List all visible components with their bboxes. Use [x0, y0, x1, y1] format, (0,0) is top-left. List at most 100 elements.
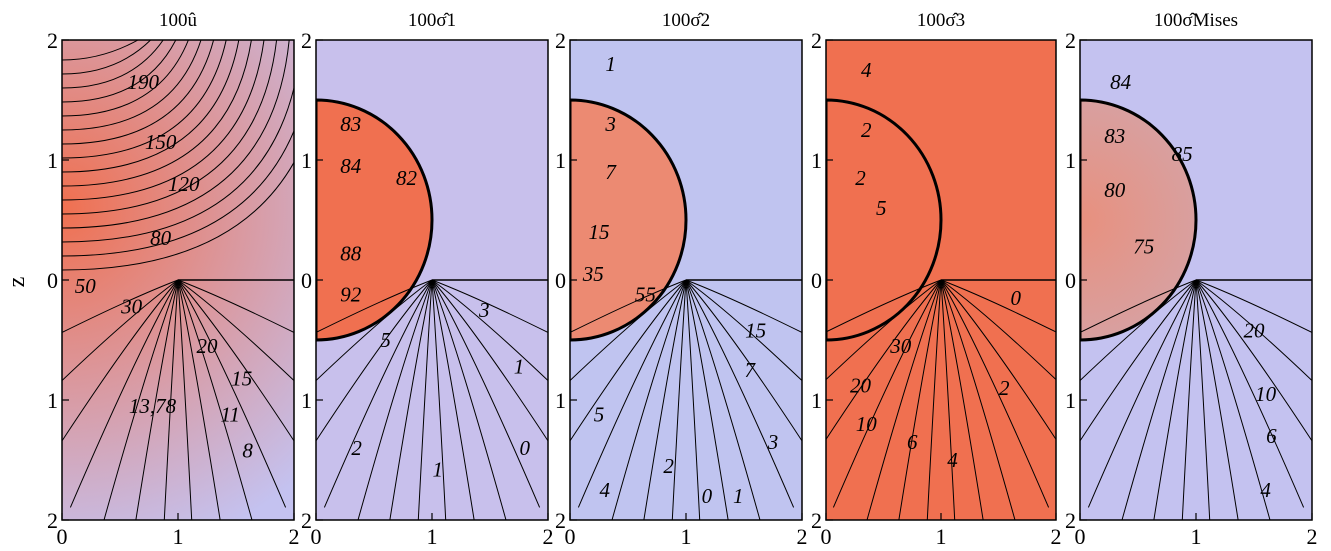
contour-label: 3 [478, 298, 490, 322]
contour-line [62, 40, 240, 173]
contour-line [940, 279, 956, 520]
x-tick-label: 2 [289, 524, 300, 549]
y-tick-label: 1 [555, 148, 566, 173]
contour-line [1195, 279, 1312, 382]
panel-title: 100σ̂2 [662, 10, 710, 31]
panel-title: 100σ̂1 [408, 10, 456, 31]
contour-line [1080, 279, 1197, 382]
contour-line [898, 279, 942, 520]
contour-line [570, 279, 687, 442]
contour-line [1195, 279, 1312, 334]
panel-title: 100û [159, 10, 198, 31]
contour-line [316, 279, 433, 442]
contour-line [940, 279, 1056, 381]
contour-line [1195, 279, 1271, 520]
x-tick-label: 0 [1075, 524, 1086, 549]
contour-line [940, 279, 984, 520]
contour-line [685, 279, 802, 382]
contour-line [431, 279, 548, 334]
contour-label: 30 [889, 334, 912, 358]
contour-label: 30 [120, 294, 143, 318]
particle-boundary [1080, 98, 1198, 342]
contour-label: 35 [582, 262, 604, 286]
y-tick-label: 2 [47, 28, 58, 53]
contour-line [826, 279, 942, 333]
contour-line [940, 279, 1056, 333]
y-tick-label: 0 [301, 268, 312, 293]
contour-label: 15 [745, 318, 766, 342]
contour-label: 6 [1266, 424, 1277, 448]
contour-line [431, 279, 548, 442]
contour-line [1195, 279, 1305, 508]
x-tick-label: 2 [1051, 524, 1062, 549]
y-tick-label: 0 [555, 268, 566, 293]
x-tick-label: 1 [681, 524, 692, 549]
contour-line [62, 161, 294, 271]
contour-line [832, 279, 942, 508]
y-tick-label: 2 [301, 28, 312, 53]
contour-label: 0 [520, 436, 531, 460]
x-tick-label: 0 [57, 524, 68, 549]
contour-label: 13,78 [129, 394, 177, 418]
contour-line [611, 279, 687, 520]
contour-line [826, 279, 942, 381]
contour-label: 5 [594, 402, 605, 426]
contour-label: 82 [396, 166, 418, 190]
y-tick-label: 2 [1065, 28, 1076, 53]
contour-label: 83 [1104, 124, 1125, 148]
contour-label: 84 [1110, 70, 1132, 94]
z-axis-label: z [4, 277, 30, 288]
contour-label: 120 [168, 172, 200, 196]
contour-line [357, 279, 433, 520]
contour-label: 1 [605, 52, 616, 76]
contour-line [431, 279, 548, 382]
contour-label: 6 [907, 430, 918, 454]
contour-line [316, 279, 433, 382]
panel-title: 100σ̂Mises [1154, 10, 1238, 31]
contour-line [1195, 279, 1211, 520]
contour-label: 10 [1255, 382, 1277, 406]
contour-label: 4 [600, 478, 611, 502]
contour-line [62, 40, 164, 89]
contour-line [62, 40, 215, 145]
y-tick-label: 0 [47, 268, 58, 293]
contour-line [177, 279, 294, 334]
contour-line [177, 279, 294, 442]
contour-line [685, 279, 795, 508]
contour-line [685, 279, 701, 520]
contour-line [177, 279, 287, 508]
contour-line [323, 279, 433, 508]
y-tick-label: 2 [1065, 508, 1076, 533]
y-tick-label: 1 [811, 148, 822, 173]
contour-line [62, 40, 252, 187]
x-tick-label: 1 [173, 524, 184, 549]
y-tick-label: 2 [47, 508, 58, 533]
contour-line [570, 279, 687, 382]
particle-boundary [826, 98, 943, 342]
contour-label: 80 [150, 226, 172, 250]
contour-label: 2 [999, 376, 1010, 400]
contour-label: 20 [850, 374, 872, 398]
contour-label: 15 [231, 366, 252, 390]
contour-line [1153, 279, 1197, 520]
contour-label: 1 [514, 354, 525, 378]
contour-line [62, 40, 139, 61]
y-tick-label: 2 [811, 508, 822, 533]
contour-label: 2 [861, 118, 872, 142]
y-tick-label: 1 [301, 148, 312, 173]
x-tick-label: 1 [427, 524, 438, 549]
contour-line [62, 40, 290, 229]
contour-label: 92 [340, 282, 362, 306]
y-tick-label: 2 [301, 508, 312, 533]
contour-line [135, 279, 179, 520]
contour-line [62, 40, 177, 103]
contour-line [62, 40, 278, 215]
x-tick-label: 1 [1191, 524, 1202, 549]
y-tick-label: 1 [1065, 148, 1076, 173]
contour-label: 50 [75, 274, 97, 298]
contour-label: 7 [605, 160, 617, 184]
contour-label: 4 [947, 448, 958, 472]
